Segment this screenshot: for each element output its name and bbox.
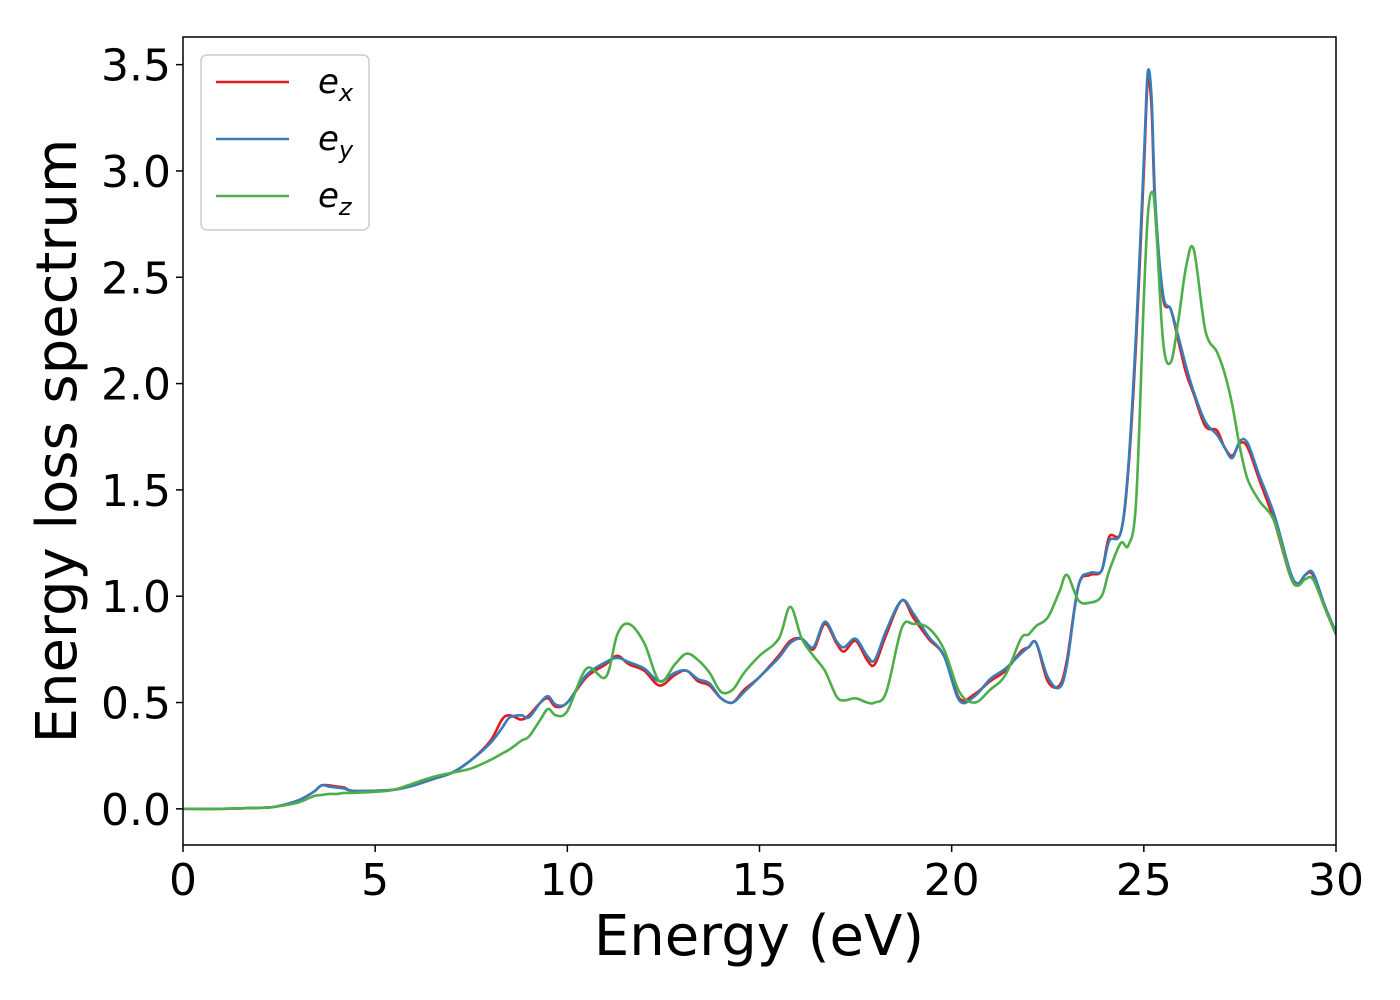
legend-label-subscript: z [338, 193, 353, 221]
y-tick-label: 1.0 [101, 572, 171, 623]
x-tick-label: 30 [1308, 855, 1364, 906]
x-tick-label: 15 [732, 855, 788, 906]
y-tick-label: 0.5 [101, 679, 171, 730]
legend-label-base: e [318, 119, 339, 159]
y-tick-label: 2.0 [101, 360, 171, 411]
y-tick-label: 1.5 [101, 466, 171, 517]
y-tick-label: 3.5 [101, 41, 171, 92]
y-axis-ticks: 0.0 0.5 1.0 1.5 2.0 2.5 3.0 3.5 [101, 41, 183, 836]
y-tick-label: 3.0 [101, 147, 171, 198]
x-tick-label: 25 [1116, 855, 1172, 906]
legend-box [200, 54, 370, 231]
legend-label-x: ex [318, 62, 354, 107]
x-axis-label: Energy (eV) [594, 904, 924, 969]
series-line-y [183, 67, 1336, 811]
y-tick-label: 2.5 [101, 253, 171, 304]
legend-label-base: e [318, 176, 339, 216]
x-tick-label: 0 [169, 855, 197, 906]
legend-label-base: e [318, 62, 339, 102]
x-tick-label: 10 [539, 855, 595, 906]
legend-label-z: ez [318, 176, 353, 221]
y-axis-label: Energy loss spectrum [25, 139, 90, 744]
series-layer [183, 67, 1336, 811]
legend-label-subscript: x [338, 79, 354, 107]
x-tick-label: 5 [361, 855, 389, 906]
x-axis-ticks: 0 5 10 15 20 25 30 [169, 845, 1364, 906]
y-tick-label: 0.0 [101, 785, 171, 836]
x-tick-label: 20 [924, 855, 980, 906]
series-line-z [183, 190, 1336, 811]
legend-label-subscript: y [338, 136, 354, 164]
legend-label-y: ey [318, 119, 354, 164]
